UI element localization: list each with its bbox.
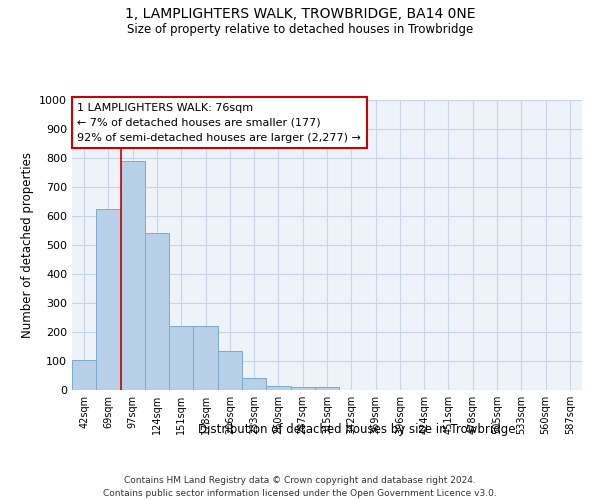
Bar (72, 360, 96, 390)
Bar (315, 387, 339, 390)
Text: 1 LAMPLIGHTERS WALK: 76sqm
← 7% of detached houses are smaller (177)
92% of semi: 1 LAMPLIGHTERS WALK: 76sqm ← 7% of detac… (77, 103, 361, 142)
Text: Contains HM Land Registry data © Crown copyright and database right 2024.
Contai: Contains HM Land Registry data © Crown c… (103, 476, 497, 498)
Bar (290, 387, 315, 390)
Bar (266, 386, 290, 390)
Bar (193, 326, 218, 390)
Bar (145, 234, 169, 390)
Bar (169, 326, 193, 390)
Text: Distribution of detached houses by size in Trowbridge: Distribution of detached houses by size … (198, 422, 516, 436)
Text: 1, LAMPLIGHTERS WALK, TROWBRIDGE, BA14 0NE: 1, LAMPLIGHTERS WALK, TROWBRIDGE, BA14 0… (125, 8, 475, 22)
Bar (121, 161, 145, 390)
Text: Size of property relative to detached houses in Trowbridge: Size of property relative to detached ho… (127, 22, 473, 36)
Bar (218, 351, 242, 390)
Y-axis label: Number of detached properties: Number of detached properties (20, 152, 34, 338)
Bar (242, 378, 266, 390)
Bar (96, 209, 121, 390)
